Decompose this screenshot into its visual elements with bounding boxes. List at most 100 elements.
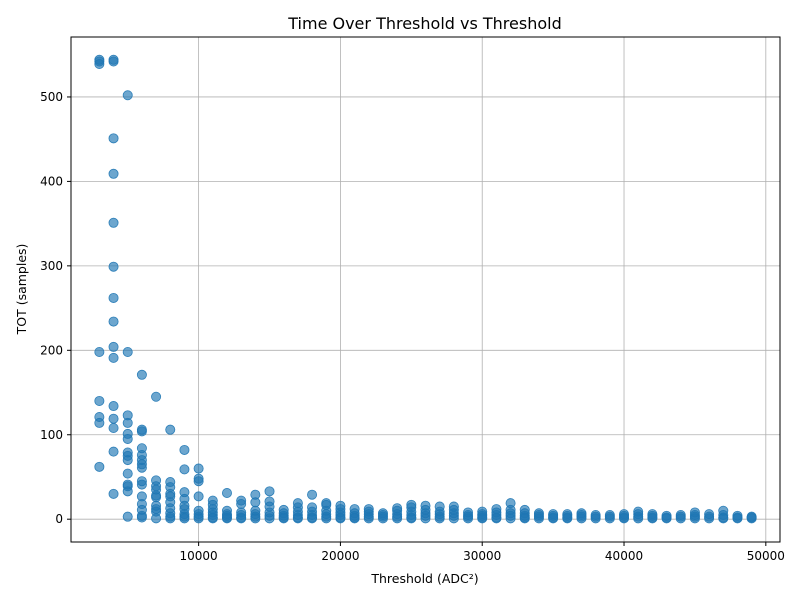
data-point [321,513,332,524]
data-point [420,513,431,524]
data-point [236,513,247,524]
data-point [122,90,133,101]
x-axis-label: Threshold (ADC²) [370,571,478,586]
data-point [108,446,119,457]
y-tick-label: 400 [40,174,63,188]
data-point [108,413,119,424]
data-point [264,513,275,524]
data-point [108,56,119,67]
data-point [108,341,119,352]
x-axis-ticks: 10000 20000 30000 40000 50000 [180,542,785,563]
data-point [661,513,672,524]
data-point [221,488,232,499]
data-point [94,395,105,406]
data-point [94,417,105,428]
y-tick-label: 300 [40,259,63,273]
data-point [122,455,133,466]
x-tick-label: 30000 [463,549,501,563]
data-point [122,346,133,357]
data-point [179,513,190,524]
data-point [448,513,459,524]
data-point [179,464,190,475]
data-point [179,444,190,455]
data-point [94,461,105,472]
plot-area-frame [70,36,781,543]
data-point [519,513,530,524]
data-point [392,513,403,524]
y-axis-ticks: 0 100 200 300 400 500 [40,90,71,526]
data-point [675,513,686,524]
data-point [122,486,133,497]
data-point [746,513,757,524]
x-tick-label: 10000 [180,549,218,563]
y-tick-label: 200 [40,343,63,357]
data-point [278,513,289,524]
data-point [136,512,147,523]
data-point [122,468,133,479]
data-point [307,489,318,500]
data-point [165,513,176,524]
data-point [108,168,119,179]
data-point [108,316,119,327]
data-point [193,491,204,502]
data-point [363,513,374,524]
x-tick-label: 20000 [321,549,359,563]
data-point [576,513,587,524]
data-point [165,424,176,435]
data-point [718,513,729,524]
data-point [193,476,204,487]
data-point [292,513,303,524]
data-point [463,513,474,524]
data-point [533,513,544,524]
data-point [619,513,630,524]
data-point [221,513,232,524]
data-point [151,391,162,402]
data-point [108,261,119,272]
data-point [647,513,658,524]
data-point [264,486,275,497]
data-point [406,513,417,524]
data-point [122,433,133,444]
data-point [108,133,119,144]
data-point [633,513,644,524]
data-point [108,488,119,499]
x-tick-label: 40000 [605,549,643,563]
data-point [562,513,573,524]
data-point [236,498,247,509]
data-point [207,513,218,524]
data-point [122,417,133,428]
data-point [108,401,119,412]
data-points [94,54,757,524]
data-point [477,513,488,524]
y-tick-label: 500 [40,90,63,104]
data-point [136,462,147,473]
data-point [307,513,318,524]
data-point [491,513,502,524]
data-point [151,492,162,503]
data-point [349,513,360,524]
data-point [108,217,119,228]
data-point [193,513,204,524]
data-point [604,513,615,524]
data-point [548,513,559,524]
y-tick-label: 100 [40,428,63,442]
chart-title: Time Over Threshold vs Threshold [287,14,562,33]
data-point [136,479,147,490]
data-point [505,513,516,524]
gridlines [71,37,780,542]
data-point [151,513,162,524]
data-point [136,426,147,437]
data-point [94,346,105,357]
data-point [704,513,715,524]
x-tick-label: 50000 [747,549,785,563]
y-tick-label: 0 [55,512,63,526]
data-point [732,513,743,524]
data-point [108,352,119,363]
data-point [136,369,147,380]
data-point [335,513,346,524]
data-point [590,513,601,524]
data-point [108,292,119,303]
data-point [434,513,445,524]
data-point [122,511,133,522]
